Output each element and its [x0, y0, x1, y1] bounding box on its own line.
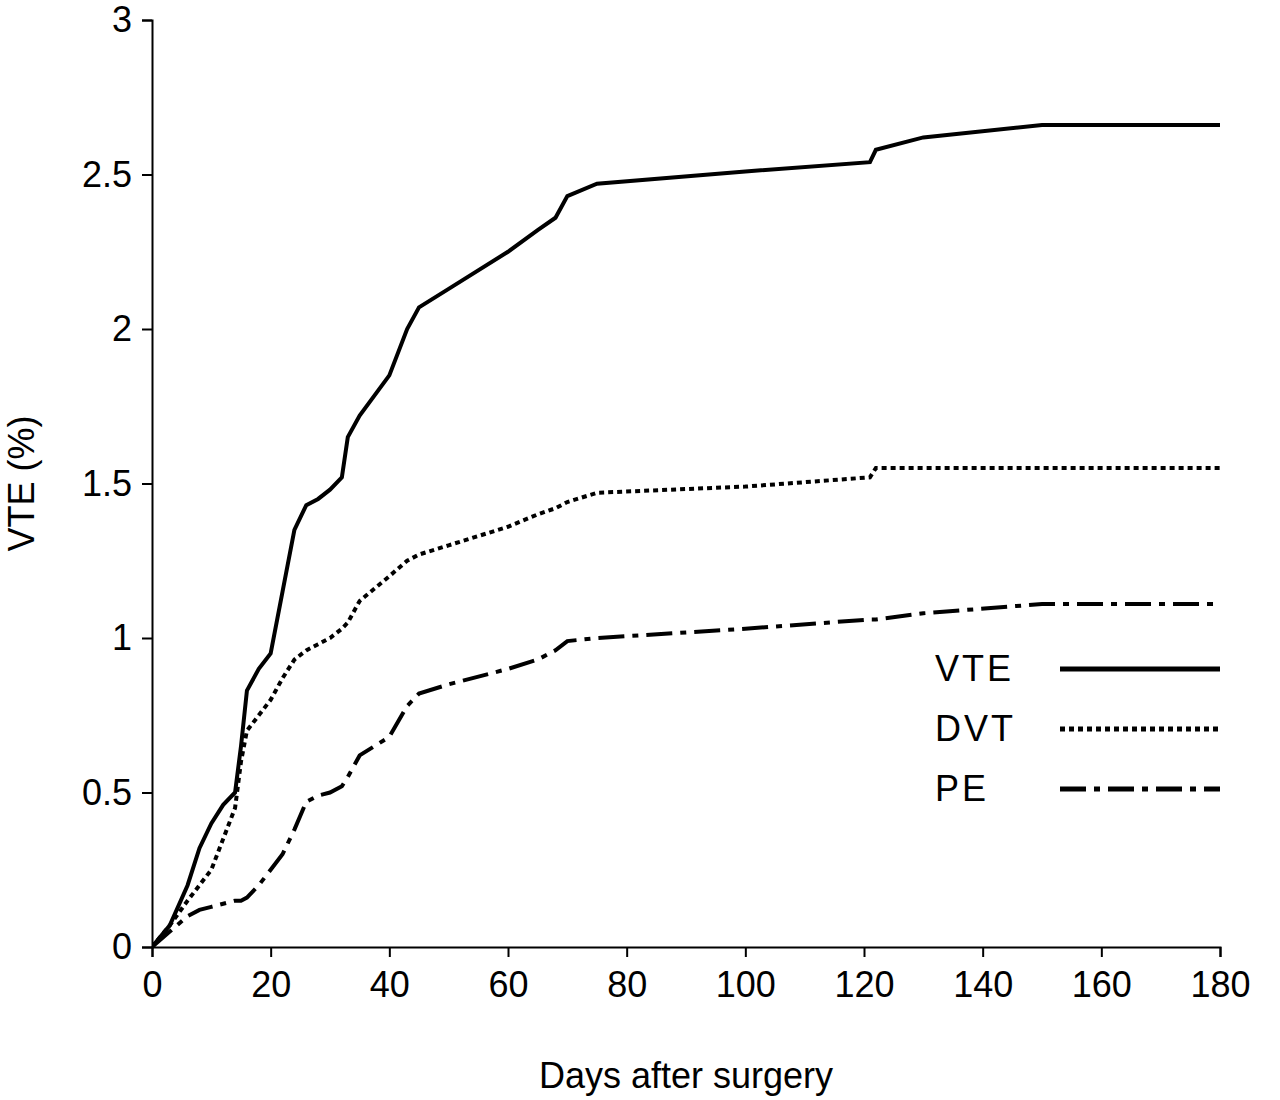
y-tick: 1	[112, 617, 152, 658]
y-tick: 1.5	[82, 463, 152, 504]
y-tick-label: 1.5	[82, 463, 132, 504]
x-axis-line	[153, 948, 1221, 958]
y-tick: 0	[112, 926, 152, 967]
y-axis-title: VTE (%)	[1, 415, 42, 551]
x-tick-label: 160	[1072, 964, 1132, 1005]
x-tick-label: 140	[953, 964, 1013, 1005]
y-tick-mark	[142, 483, 152, 485]
x-tick-mark	[508, 947, 510, 957]
x-tick-label: 80	[607, 964, 647, 1005]
x-tick: 80	[607, 947, 647, 1005]
x-tick: 0	[142, 947, 162, 1005]
legend-swatch	[1060, 726, 1220, 731]
x-tick: 40	[370, 947, 410, 1005]
x-axis-title: Days after surgery	[539, 1055, 833, 1096]
x-tick-mark	[864, 947, 866, 957]
y-tick-mark	[142, 947, 152, 949]
y-tick: 2	[112, 308, 152, 349]
x-tick-mark	[626, 947, 628, 957]
x-tick-label: 40	[370, 964, 410, 1005]
x-tick: 160	[1072, 947, 1132, 1005]
x-tick: 100	[716, 947, 776, 1005]
x-tick-mark	[745, 947, 747, 957]
series-line	[152, 604, 1220, 947]
x-tick: 120	[834, 947, 894, 1005]
series-line	[152, 125, 1220, 947]
chart: 0 20 40 60 80 100 120 140 160 180 0 0.5 1 1.5 2 2.5 3 VTE…	[0, 0, 1280, 1100]
y-axis: 0 0.5 1 1.5 2 2.5 3	[82, 0, 153, 967]
y-axis-line	[142, 21, 153, 948]
y-tick-label: 2	[112, 308, 132, 349]
y-tick-mark	[142, 20, 152, 22]
legend-label: DVT	[935, 708, 1016, 749]
series-line	[152, 468, 1220, 947]
x-tick: 180	[1190, 947, 1250, 1005]
x-tick-mark	[1101, 947, 1103, 957]
legend: VTE DVT PE	[935, 648, 1220, 809]
y-tick-label: 1	[112, 617, 132, 658]
y-tick-label: 2.5	[82, 154, 132, 195]
x-tick: 60	[488, 947, 528, 1005]
x-tick-label: 120	[834, 964, 894, 1005]
x-tick-label: 60	[488, 964, 528, 1005]
x-tick-mark	[389, 947, 391, 957]
legend-swatch	[1060, 786, 1220, 791]
plot-area: 0 20 40 60 80 100 120 140 160 180 0 0.5 1 1.5 2 2.5 3 VTE…	[82, 0, 1251, 1005]
y-tick-mark	[142, 329, 152, 331]
legend-label: VTE	[935, 648, 1014, 689]
y-tick: 2.5	[82, 154, 152, 195]
x-axis: 0 20 40 60 80 100 120 140 160 180	[142, 947, 1250, 1005]
y-tick-mark	[142, 174, 152, 176]
x-tick-mark	[1220, 947, 1222, 957]
y-tick-mark	[142, 638, 152, 640]
x-tick-label: 180	[1190, 964, 1250, 1005]
y-tick-label: 0.5	[82, 772, 132, 813]
legend-label: PE	[935, 768, 989, 809]
x-tick: 20	[251, 947, 291, 1005]
x-tick-mark	[982, 947, 984, 957]
lines	[152, 125, 1220, 947]
y-tick-label: 0	[112, 926, 132, 967]
y-tick-label: 3	[112, 0, 132, 40]
y-tick: 3	[112, 0, 152, 40]
x-tick-label: 0	[142, 964, 162, 1005]
x-tick: 140	[953, 947, 1013, 1005]
x-tick-label: 100	[716, 964, 776, 1005]
legend-swatch	[1060, 666, 1220, 671]
y-tick-mark	[142, 792, 152, 794]
y-tick: 0.5	[82, 772, 152, 813]
x-tick-label: 20	[251, 964, 291, 1005]
x-tick-mark	[270, 947, 272, 957]
